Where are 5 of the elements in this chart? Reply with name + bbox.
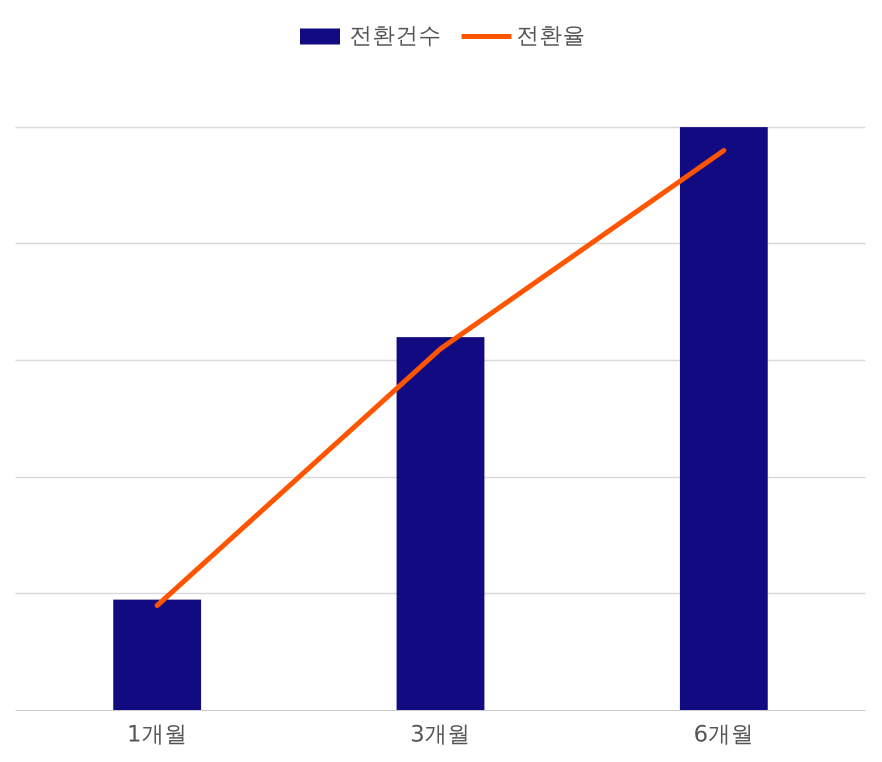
legend-label: 전환율 xyxy=(516,22,586,51)
x-tick-label: 3개월 xyxy=(410,722,471,748)
legend-label: 전환건수 xyxy=(350,22,442,51)
x-tick-label: 6개월 xyxy=(694,722,754,748)
x-tick-label: 1개월 xyxy=(126,722,188,748)
